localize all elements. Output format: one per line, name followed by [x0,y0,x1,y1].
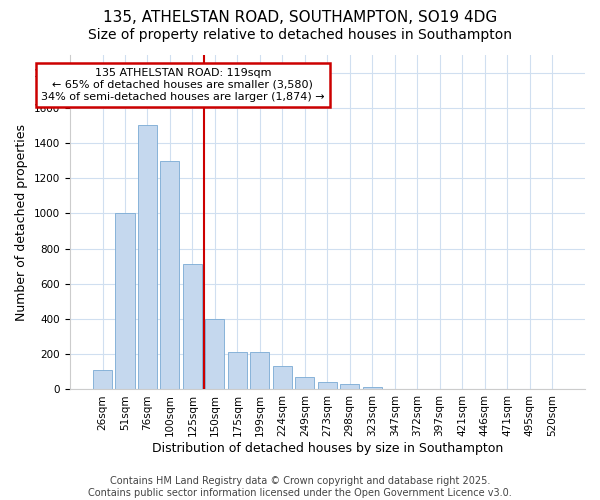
Bar [273,366,292,390]
Bar [138,126,157,390]
Bar [318,382,337,390]
Bar [385,388,404,390]
Bar [295,377,314,390]
Bar [160,160,179,390]
Bar [205,319,224,390]
Bar [93,370,112,390]
Text: Contains HM Land Registry data © Crown copyright and database right 2025.
Contai: Contains HM Land Registry data © Crown c… [88,476,512,498]
Bar [228,352,247,390]
Bar [115,214,134,390]
Y-axis label: Number of detached properties: Number of detached properties [15,124,28,320]
Text: 135, ATHELSTAN ROAD, SOUTHAMPTON, SO19 4DG: 135, ATHELSTAN ROAD, SOUTHAMPTON, SO19 4… [103,10,497,25]
Bar [362,387,382,390]
Bar [250,352,269,390]
Bar [340,384,359,390]
Bar [407,388,427,390]
X-axis label: Distribution of detached houses by size in Southampton: Distribution of detached houses by size … [152,442,503,455]
Bar [183,264,202,390]
Text: 135 ATHELSTAN ROAD: 119sqm
← 65% of detached houses are smaller (3,580)
34% of s: 135 ATHELSTAN ROAD: 119sqm ← 65% of deta… [41,68,325,102]
Text: Size of property relative to detached houses in Southampton: Size of property relative to detached ho… [88,28,512,42]
